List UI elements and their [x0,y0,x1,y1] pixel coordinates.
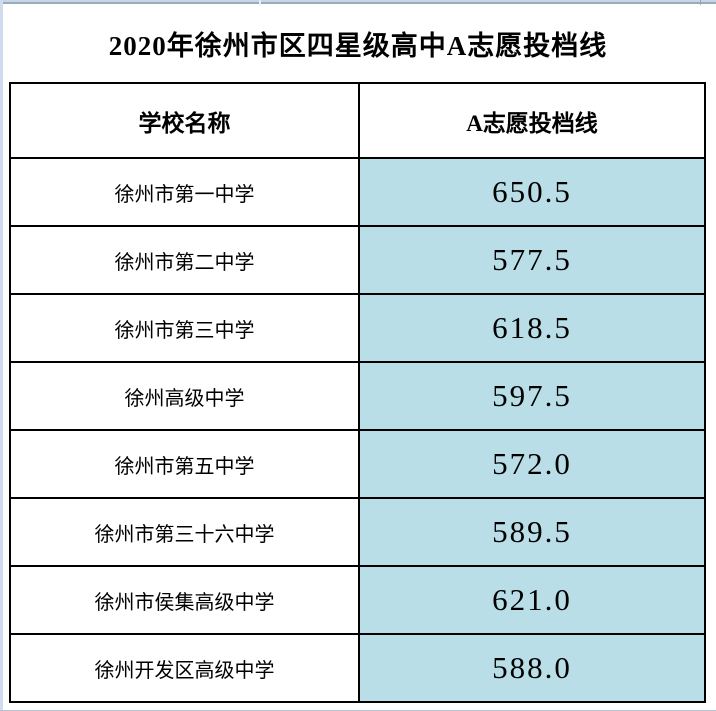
top-teal-gridline [0,2,716,4]
school-name-cell: 徐州市第二中学 [9,225,360,295]
admission-score-table: 学校名称 A志愿投档线 徐州市第一中学 650.5 徐州市第二中学 577.5 … [9,82,706,703]
score-cell: 650.5 [358,157,706,227]
left-gridline [0,0,3,711]
column-header-score-line: A志愿投档线 [358,82,706,159]
school-name-cell: 徐州市侯集高级中学 [9,565,360,635]
table-row: 徐州市第二中学 577.5 [9,225,706,295]
score-cell: 618.5 [358,293,706,363]
school-name-cell: 徐州高级中学 [9,361,360,431]
top-row-remnant [0,0,716,2]
table-row: 徐州市第三十六中学 589.5 [9,497,706,567]
score-cell: 589.5 [358,497,706,567]
school-name-cell: 徐州开发区高级中学 [9,633,360,703]
top-right-gridline [700,0,701,5]
table-row: 徐州高级中学 597.5 [9,361,706,431]
school-name-cell: 徐州市第三中学 [9,293,360,363]
header-row: 学校名称 A志愿投档线 [9,82,706,159]
top-column-gridline [259,0,261,5]
table-row: 徐州市第五中学 572.0 [9,429,706,499]
table-row: 徐州市侯集高级中学 621.0 [9,565,706,635]
table-row: 徐州市第一中学 650.5 [9,157,706,227]
score-cell: 588.0 [358,633,706,703]
score-cell: 577.5 [358,225,706,295]
school-name-cell: 徐州市第三十六中学 [9,497,360,567]
school-name-cell: 徐州市第五中学 [9,429,360,499]
column-header-school-name: 学校名称 [9,82,360,159]
school-name-cell: 徐州市第一中学 [9,157,360,227]
page-title: 2020年徐州市区四星级高中A志愿投档线 [108,30,608,61]
score-cell: 572.0 [358,429,706,499]
score-cell: 621.0 [358,565,706,635]
table-row: 徐州市第三中学 618.5 [9,293,706,363]
table-row: 徐州开发区高级中学 588.0 [9,633,706,703]
score-cell: 597.5 [358,361,706,431]
